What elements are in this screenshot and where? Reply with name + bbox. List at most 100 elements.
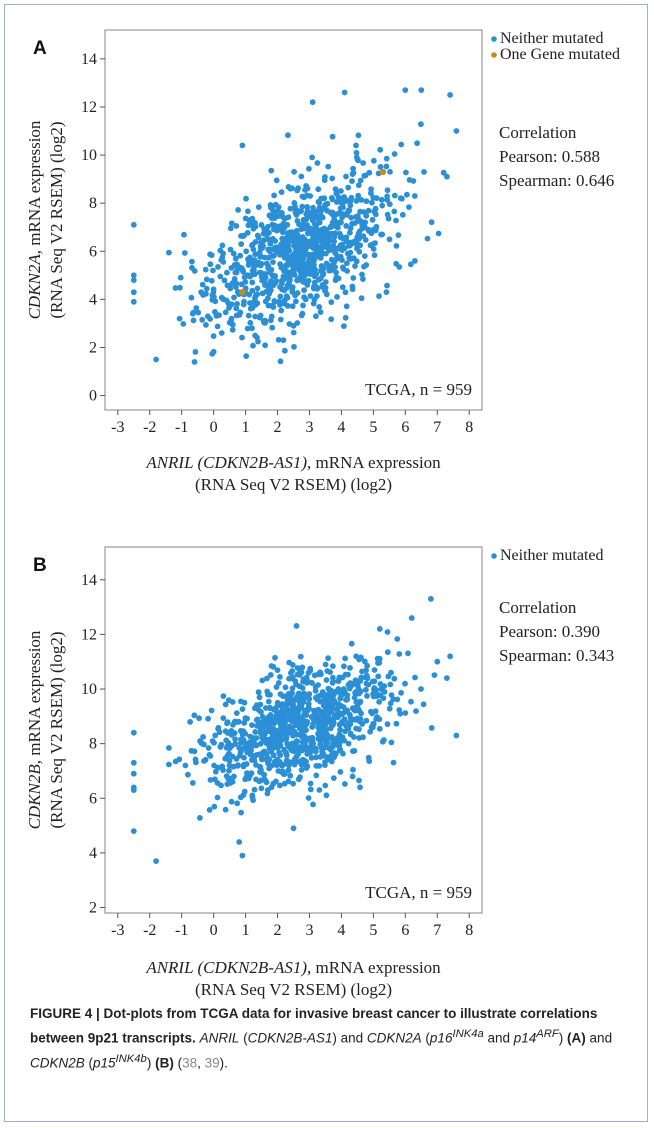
data-point xyxy=(312,687,319,694)
data-point xyxy=(187,719,194,725)
legend-label: One Gene mutated xyxy=(500,46,620,63)
data-point xyxy=(390,759,397,766)
data-point xyxy=(273,177,280,184)
data-point xyxy=(238,281,245,288)
data-point xyxy=(243,248,250,255)
data-point xyxy=(233,710,240,716)
data-point xyxy=(306,695,313,702)
data-point xyxy=(281,225,288,231)
data-point xyxy=(310,228,317,235)
data-point xyxy=(212,732,219,739)
y-tick-label: 0 xyxy=(89,388,97,405)
data-point xyxy=(252,223,259,230)
data-point xyxy=(300,302,306,309)
data-point xyxy=(309,680,315,686)
data-point xyxy=(244,272,251,278)
data-points xyxy=(130,87,460,365)
data-point xyxy=(324,696,331,703)
panel-label: B xyxy=(33,555,47,576)
data-point xyxy=(372,240,378,247)
data-point xyxy=(285,132,291,139)
data-point xyxy=(287,710,294,717)
data-point xyxy=(350,169,357,176)
data-point xyxy=(207,777,214,783)
data-point xyxy=(223,737,230,744)
data-point xyxy=(265,236,272,243)
data-point xyxy=(210,348,217,355)
data-point xyxy=(225,775,232,782)
reference-link[interactable]: 39 xyxy=(204,1055,220,1070)
data-points xyxy=(130,596,460,864)
data-point xyxy=(192,756,199,763)
data-point xyxy=(211,762,218,769)
data-point xyxy=(238,698,244,705)
data-point xyxy=(243,741,250,747)
data-point xyxy=(350,255,357,262)
data-point xyxy=(330,674,336,681)
data-point xyxy=(180,321,187,327)
data-point xyxy=(317,753,324,760)
data-point xyxy=(381,689,388,695)
data-point xyxy=(130,221,137,228)
x-axis-title: ANRIL (CDKN2B-AS1), mRNA expression xyxy=(145,958,441,977)
data-point xyxy=(229,326,236,333)
data-point xyxy=(218,330,225,336)
data-point xyxy=(321,691,327,698)
data-point xyxy=(329,695,336,702)
data-point xyxy=(233,223,240,229)
data-point xyxy=(238,736,244,743)
data-point xyxy=(191,748,198,755)
data-point xyxy=(241,720,248,726)
data-point xyxy=(313,772,320,779)
data-point xyxy=(207,261,214,268)
data-point xyxy=(253,776,259,783)
data-point xyxy=(356,726,362,733)
data-point xyxy=(211,803,218,810)
data-point xyxy=(377,692,384,699)
data-point xyxy=(413,708,419,714)
data-point xyxy=(361,263,367,270)
data-point xyxy=(351,694,358,701)
data-point xyxy=(428,725,435,731)
data-point xyxy=(352,689,359,696)
data-point xyxy=(261,776,268,783)
data-point xyxy=(280,693,286,700)
data-point xyxy=(374,655,381,662)
data-point xyxy=(398,141,405,148)
data-point xyxy=(309,154,315,161)
data-point xyxy=(405,650,411,657)
data-point xyxy=(215,724,222,731)
y-tick-label: 2 xyxy=(89,339,97,356)
data-point xyxy=(241,754,247,761)
data-point xyxy=(315,736,322,742)
x-tick-label: 4 xyxy=(337,922,345,939)
data-point xyxy=(330,704,336,711)
data-point xyxy=(260,238,266,245)
y-axis-title-line2: (RNA Seq V2 RSEM) (log2) xyxy=(47,121,66,318)
data-point xyxy=(290,825,297,832)
data-point xyxy=(257,740,264,747)
reference-link[interactable]: 38 xyxy=(182,1055,198,1070)
data-point xyxy=(301,287,307,293)
data-point xyxy=(363,667,369,674)
data-point xyxy=(355,195,362,202)
data-point xyxy=(266,254,273,261)
data-point xyxy=(252,271,258,277)
caption-cdkn2b-as1: CDKN2B-AS1 xyxy=(247,1030,333,1046)
data-point xyxy=(306,165,312,172)
data-point xyxy=(347,680,354,686)
data-point xyxy=(197,815,203,821)
data-point xyxy=(202,266,209,273)
data-point xyxy=(287,772,294,779)
data-point xyxy=(323,735,330,742)
data-point xyxy=(363,198,370,205)
data-point xyxy=(378,196,385,203)
data-point xyxy=(247,305,254,312)
data-point xyxy=(295,746,302,753)
data-point xyxy=(329,680,336,686)
data-point xyxy=(209,292,216,299)
data-point xyxy=(229,699,236,705)
data-point xyxy=(240,233,247,240)
data-point xyxy=(330,775,337,781)
